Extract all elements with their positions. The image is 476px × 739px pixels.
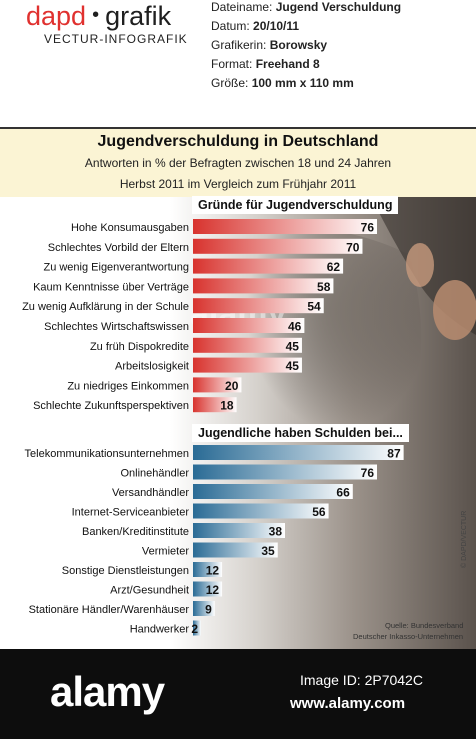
meta-label: Dateiname: — [211, 0, 273, 14]
category-label: Stationäre Händler/Warenhäuser — [29, 604, 190, 616]
meta-value: 20/10/11 — [253, 19, 300, 33]
category-label: Banken/Kreditinstitute — [82, 526, 189, 538]
alamy-url: www.alamy.com — [290, 695, 406, 712]
meta-label: Grafikerin: — [211, 38, 267, 52]
bar — [193, 298, 324, 314]
bar — [193, 219, 377, 234]
value-label: 87 — [387, 447, 401, 461]
category-label: Internet-Serviceanbieter — [72, 507, 190, 519]
value-label: 76 — [361, 466, 375, 480]
value-label: 18 — [220, 399, 234, 413]
value-label: 56 — [312, 505, 326, 519]
brand-dot: • — [92, 4, 100, 26]
bar — [193, 484, 353, 499]
category-label: Schlechte Zukunftsperspektiven — [33, 400, 189, 412]
brand-name-left: dapd — [26, 1, 87, 31]
category-label: Vermieter — [142, 546, 189, 558]
source-line-1: Quelle: Bundesverband — [385, 621, 464, 630]
bar — [193, 238, 363, 254]
meta-row: Größe: 100 mm x 110 mm — [211, 76, 354, 90]
value-label: 58 — [317, 280, 331, 294]
bar — [193, 523, 285, 538]
value-label: 62 — [327, 260, 341, 274]
category-label: Onlinehändler — [121, 468, 190, 480]
category-label: Zu wenig Aufklärung in der Schule — [22, 301, 189, 313]
value-label: 76 — [361, 221, 375, 235]
bar — [193, 581, 223, 597]
category-label: Schlechtes Vorbild der Eltern — [48, 242, 189, 254]
bar — [193, 337, 302, 353]
image-id: Image ID: 2P7042C — [300, 672, 423, 688]
category-label: Versandhändler — [112, 487, 189, 499]
category-label: Handwerker — [130, 624, 190, 636]
bar — [193, 542, 278, 558]
chart-title: Jugendverschuldung in Deutschland — [97, 133, 379, 150]
value-label: 66 — [336, 486, 350, 500]
meta-row: Dateiname: Jugend Verschuldung — [211, 0, 401, 14]
section-title-creditors: Jugendliche haben Schulden bei... — [192, 424, 409, 442]
value-label: 46 — [288, 320, 302, 334]
category-label: Zu früh Dispokredite — [90, 341, 189, 353]
meta-row: Datum: 20/10/11 — [211, 19, 299, 33]
value-label: 12 — [206, 583, 220, 597]
alamy-footer — [0, 649, 476, 739]
chart-subtitle: Antworten in % der Befragten zwischen 18… — [84, 156, 392, 170]
category-label: Zu niedriges Einkommen — [67, 380, 189, 392]
bar — [193, 258, 344, 274]
bar — [193, 620, 201, 636]
category-label: Telekommunikationsunternehmen — [25, 448, 189, 460]
credit-text: © DAPD/VECTUR — [461, 510, 468, 568]
category-label: Schlechtes Wirtschaftswissen — [44, 321, 189, 333]
category-label: Arbeitslosigkeit — [115, 361, 189, 373]
value-label: 2 — [191, 622, 198, 636]
bar — [193, 318, 305, 333]
bar — [193, 377, 242, 393]
chart-header — [0, 127, 476, 197]
bar — [193, 464, 377, 480]
meta-label: Größe: — [211, 76, 249, 90]
value-label: 12 — [206, 564, 220, 578]
category-label: Zu wenig Eigenverantwortung — [43, 262, 189, 274]
meta-value: Freehand 8 — [255, 57, 320, 71]
meta-label: Datum: — [211, 19, 250, 33]
bar — [193, 445, 404, 460]
value-label: 38 — [269, 525, 283, 539]
brand-logo: dapd • grafik — [26, 0, 171, 31]
category-label: Kaum Kenntnisse über Verträge — [33, 281, 189, 293]
category-label: Sonstige Dienstleistungen — [62, 565, 189, 577]
value-label: 54 — [307, 300, 321, 314]
value-label: 45 — [286, 339, 300, 353]
meta-row: Grafikerin: Borowsky — [211, 38, 327, 52]
bar — [193, 278, 334, 294]
meta-value: 100 mm x 110 mm — [251, 76, 354, 90]
value-label: 70 — [346, 240, 360, 254]
category-label: Arzt/Gesundheit — [110, 585, 189, 597]
brand-subtitle: VECTUR-INFOGRAFIK — [44, 32, 188, 46]
section-title-reasons: Gründe für Jugendverschuldung — [192, 196, 399, 214]
value-label: 35 — [261, 544, 275, 558]
value-label: 45 — [286, 359, 300, 373]
meta-label: Format: — [211, 57, 253, 71]
category-label: Hohe Konsumausgaben — [71, 222, 189, 234]
source-line-2: Deutscher Inkasso-Unternehmen — [353, 632, 464, 641]
bar — [193, 601, 215, 616]
alamy-logo: alamy — [50, 668, 165, 715]
bar — [193, 357, 302, 373]
bar — [193, 397, 237, 413]
bar-charts: Hohe Konsumausgaben 76 Schlechtes Vorbild … — [22, 219, 404, 636]
meta-row: Format: Freehand 8 — [211, 57, 320, 71]
bar — [193, 503, 329, 519]
meta-value: Jugend Verschuldung — [275, 0, 402, 14]
meta-value: Borowsky — [269, 38, 328, 52]
value-label: 20 — [225, 379, 239, 393]
bar — [193, 562, 223, 577]
chart-subtitle-period: Herbst 2011 im Vergleich zum Frühjahr 20… — [119, 177, 357, 191]
brand-name-right: grafik — [105, 1, 172, 31]
value-label: 9 — [205, 603, 212, 617]
